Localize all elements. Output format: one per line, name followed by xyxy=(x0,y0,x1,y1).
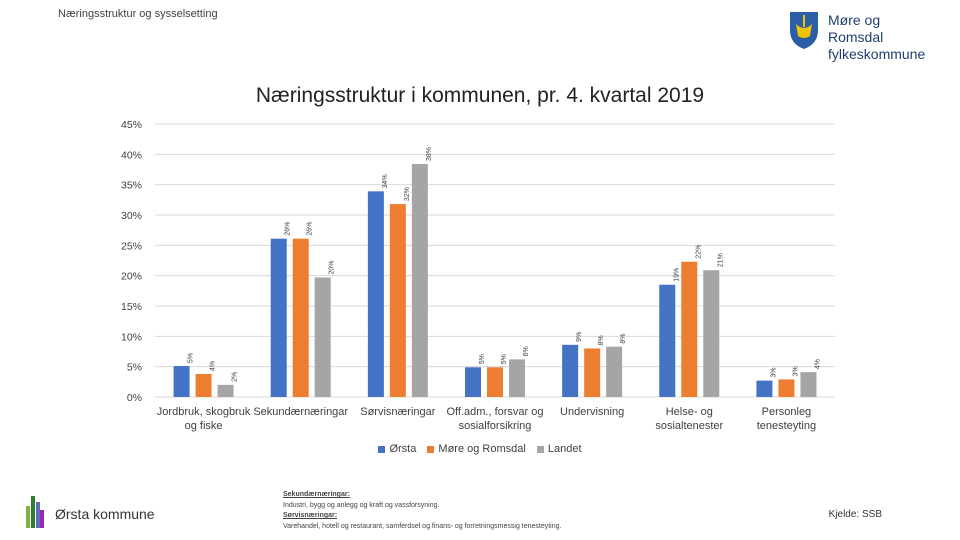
y-tick-label: 15% xyxy=(121,301,142,313)
legend-swatch-orsta xyxy=(378,445,386,453)
municipality-logo-icon xyxy=(26,496,44,528)
y-tick-label: 30% xyxy=(121,210,142,222)
data-label: 5% xyxy=(479,354,486,364)
bar xyxy=(314,277,331,397)
note-heading-service: Sørvisnæringar: xyxy=(283,512,338,519)
category-label: tenesteyting xyxy=(757,420,816,432)
category-label: Personleg xyxy=(762,406,812,418)
bar xyxy=(756,380,773,397)
data-label: 6% xyxy=(523,346,530,356)
county-logo: Møre og Romsdal fylkeskommune xyxy=(788,10,938,62)
y-tick-label: 0% xyxy=(127,392,142,404)
data-label: 20% xyxy=(329,260,336,274)
coat-of-arms-icon xyxy=(790,12,818,49)
data-label: 32% xyxy=(404,187,411,201)
data-label: 19% xyxy=(673,268,680,282)
category-label: Helse- og xyxy=(666,406,713,418)
bar xyxy=(703,270,720,397)
data-label: 26% xyxy=(307,222,314,236)
y-tick-label: 20% xyxy=(121,271,142,283)
data-label: 2% xyxy=(232,372,239,382)
category-label: Sekundærnæringar xyxy=(253,406,348,418)
legend-label-landet: Landet xyxy=(547,443,582,455)
legend-swatch-landet xyxy=(536,445,544,453)
chart-title: Næringsstruktur i kommunen, pr. 4. kvart… xyxy=(255,84,705,107)
data-label: 9% xyxy=(576,332,583,342)
y-tick-label: 45% xyxy=(121,119,142,131)
bar xyxy=(584,348,601,397)
note-body-service: Varehandel, hotell og restaurant, samfer… xyxy=(283,522,562,530)
bar xyxy=(509,359,525,397)
source-label: Kjelde: SSB xyxy=(828,509,882,520)
bar xyxy=(270,238,287,397)
data-label: 3% xyxy=(770,367,777,377)
bar xyxy=(217,384,234,397)
legend-label-orsta: Ørsta xyxy=(389,443,417,455)
bar xyxy=(292,238,309,397)
data-label: 5% xyxy=(188,353,195,363)
category-label: Jordbruk, skogbruk xyxy=(157,406,251,418)
data-label: 8% xyxy=(598,335,605,345)
legend-label-more-og-romsdal: Møre og Romsdal xyxy=(438,443,526,455)
data-label: 3% xyxy=(792,366,799,376)
note-heading-secondary: Sekundærnæringar: xyxy=(283,491,350,498)
note-body-secondary: Industri, bygg og anlegg og kraft og vas… xyxy=(283,501,440,509)
bar xyxy=(606,346,623,397)
definitions-note: Sekundærnæringar: Industri, bygg og anle… xyxy=(283,490,643,532)
bar xyxy=(778,379,795,397)
y-tick-label: 5% xyxy=(127,362,142,374)
section-label: Næringsstruktur og sysselsetting xyxy=(58,8,218,20)
bar xyxy=(465,367,481,397)
logo-line-1: Møre og Romsdal xyxy=(828,12,884,45)
category-label: Sørvisnæringar xyxy=(360,406,436,418)
category-label: Off.adm., forsvar og xyxy=(446,406,543,418)
data-label: 22% xyxy=(695,245,702,259)
bar xyxy=(681,261,698,397)
legend-item-orsta: Ørsta xyxy=(378,443,416,455)
data-label: 34% xyxy=(382,174,389,188)
data-label: 5% xyxy=(501,354,508,364)
bar xyxy=(562,344,579,397)
bar xyxy=(659,284,676,397)
bar xyxy=(389,204,406,397)
category-label: Undervisning xyxy=(560,406,624,418)
legend-swatch-more-og-romsdal xyxy=(427,445,435,453)
data-label: 4% xyxy=(210,361,217,371)
bar xyxy=(367,191,384,397)
bar xyxy=(411,164,428,397)
y-tick-label: 40% xyxy=(121,149,142,161)
y-tick-label: 25% xyxy=(121,240,142,252)
legend-item-landet: Landet xyxy=(536,443,582,455)
data-label: 38% xyxy=(426,147,433,161)
logo-line-2: fylkeskommune xyxy=(828,46,926,62)
category-label: sosialtenester xyxy=(655,420,723,432)
category-label: og fiske xyxy=(185,420,223,432)
legend-item-more-og-romsdal: Møre og Romsdal xyxy=(427,443,526,455)
bar xyxy=(800,372,817,397)
bar xyxy=(195,373,212,397)
data-label: 21% xyxy=(717,253,724,267)
category-label: sosialforsikring xyxy=(459,420,532,432)
chart-legend: Ørsta Møre og Romsdal Landet xyxy=(0,443,960,456)
y-tick-label: 10% xyxy=(121,331,142,343)
data-label: 4% xyxy=(814,359,821,369)
y-tick-label: 35% xyxy=(121,180,142,192)
data-label: 26% xyxy=(285,222,292,236)
municipality-name: Ørsta kommune xyxy=(55,506,155,522)
bar xyxy=(487,367,503,397)
bar xyxy=(173,366,190,397)
data-label: 8% xyxy=(620,334,627,344)
bar-chart: 0% 5% 10% 15% 20% 25% 30% 35% 40% 45% 5% 4% 2% Jordbr… xyxy=(121,119,835,432)
